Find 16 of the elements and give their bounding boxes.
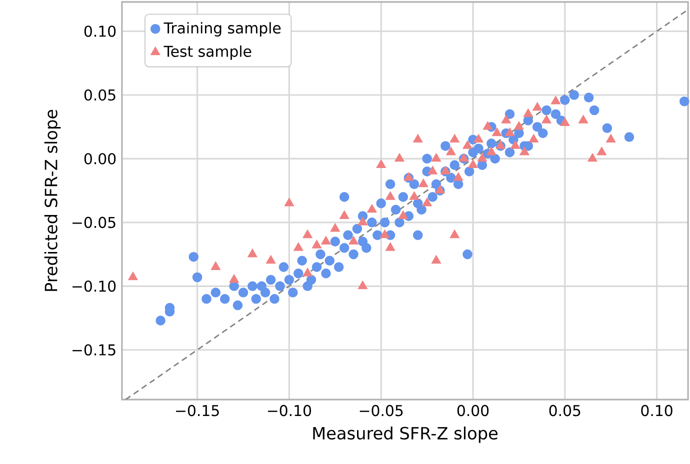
- x-tick-label: 0.10: [641, 404, 672, 416]
- x-tick-label: −0.05: [360, 404, 403, 416]
- legend-label: Test sample: [164, 45, 252, 60]
- legend-label: Training sample: [164, 22, 281, 36]
- x-axis-title: Measured SFR-Z slope: [313, 426, 498, 443]
- y-tick-label: −0.15: [72, 344, 116, 356]
- y-tick-label: −0.10: [72, 280, 116, 292]
- y-tick-label: −0.05: [72, 216, 116, 228]
- x-tick-label: 0.00: [457, 404, 489, 416]
- x-tick-label: −0.10: [268, 404, 312, 416]
- x-tick-label: −0.15: [176, 404, 219, 416]
- y-tick-label: 0.10: [84, 26, 116, 37]
- y-tick-label: 0.05: [84, 89, 116, 101]
- x-tick-label: 0.05: [549, 404, 580, 416]
- y-axis-title: Predicted SFR-Z slope: [44, 110, 61, 291]
- y-tick-label: 0.00: [84, 152, 116, 164]
